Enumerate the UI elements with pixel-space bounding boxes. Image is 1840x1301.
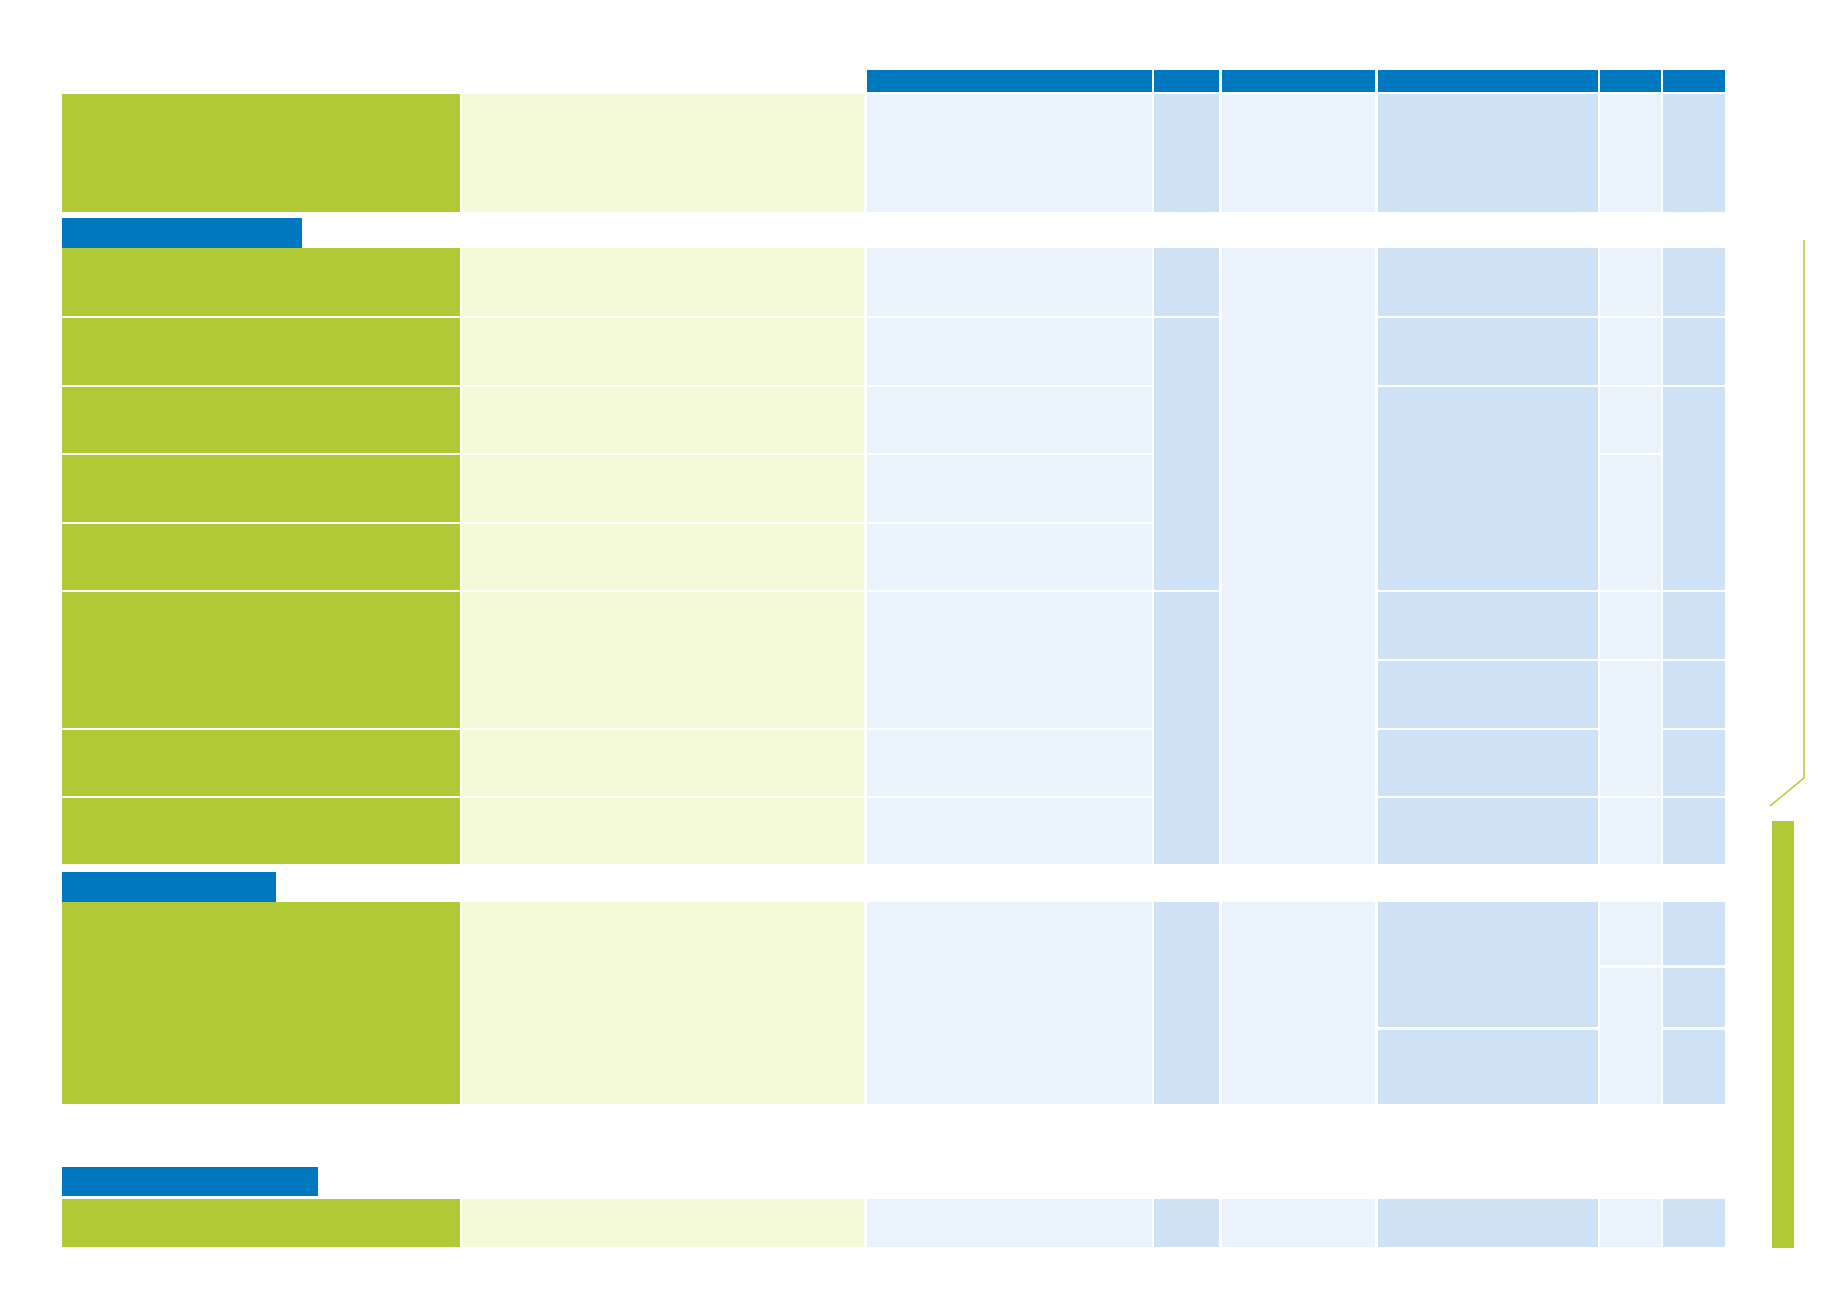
table-cell (1378, 661, 1598, 728)
section-3-cell (1600, 1199, 1661, 1247)
section-2-cell (62, 902, 460, 1104)
table-cell (1663, 730, 1725, 796)
section-3-cell (62, 1199, 460, 1247)
column-header-3 (1222, 70, 1375, 92)
table-cell (1663, 592, 1725, 659)
row-description-cell (462, 318, 864, 385)
row-description-cell (462, 248, 864, 316)
row-description-cell (462, 524, 864, 590)
table-cell (1663, 1030, 1725, 1104)
section-3-cell (1154, 1199, 1219, 1247)
table-cell (1663, 798, 1725, 864)
top-row-cell (62, 94, 460, 212)
top-row-cell (462, 94, 864, 212)
side-green-bar (1772, 821, 1794, 1248)
table-cell (867, 318, 1152, 385)
merged-cell (1222, 248, 1375, 864)
table-cell (1378, 1030, 1598, 1104)
column-header-4 (1378, 70, 1598, 92)
table-cell (1663, 968, 1725, 1027)
column-header-5 (1600, 70, 1661, 92)
row-description-cell (462, 592, 864, 728)
row-description-cell (462, 387, 864, 453)
table-cell (1378, 730, 1598, 796)
merged-cell (1600, 455, 1661, 590)
row-label-cell (62, 524, 460, 590)
row-label-cell (62, 387, 460, 453)
section-3-cell (1378, 1199, 1598, 1247)
table-cell (867, 592, 1152, 728)
row-description-cell (462, 730, 864, 796)
side-decoration-stroke (1769, 240, 1805, 807)
section-2-cell (462, 902, 864, 1104)
section-3-cell (1663, 1199, 1725, 1247)
row-description-cell (462, 455, 864, 522)
table-cell (867, 455, 1152, 522)
section-2-cell (867, 902, 1152, 1104)
column-header-6 (1663, 70, 1725, 92)
section-2-cell (1222, 902, 1375, 1104)
column-header-1 (867, 70, 1152, 92)
merged-cell (1154, 592, 1219, 864)
section-3-cell (462, 1199, 864, 1247)
top-row-cell (1222, 94, 1375, 212)
top-row-cell (867, 94, 1152, 212)
row-label-cell (62, 592, 460, 728)
table-cell (867, 524, 1152, 590)
table-cell (1378, 902, 1598, 1027)
table-cell (1600, 902, 1661, 965)
table-cell (1663, 318, 1725, 385)
table-cell (1378, 592, 1598, 659)
merged-cell (1600, 661, 1661, 796)
table-cell (1600, 798, 1661, 864)
table-cell (1663, 661, 1725, 728)
table-cell (1600, 318, 1661, 385)
row-label-cell (62, 455, 460, 522)
section-header-1 (62, 218, 302, 248)
table-cell (1600, 592, 1661, 659)
table-cell (867, 387, 1152, 453)
table-cell (867, 798, 1152, 864)
table-cell (1663, 902, 1725, 965)
top-row-cell (1663, 94, 1725, 212)
merged-cell (1600, 968, 1661, 1104)
merged-cell (1154, 318, 1219, 590)
table-cell (1600, 387, 1661, 453)
section-3-cell (867, 1199, 1152, 1247)
table-cell (1378, 798, 1598, 864)
table-cell (867, 248, 1152, 316)
table-cell (867, 730, 1152, 796)
table-cell (1663, 248, 1725, 316)
top-row-cell (1378, 94, 1598, 212)
row-description-cell (462, 798, 864, 864)
row-label-cell (62, 318, 460, 385)
section-header-2 (62, 872, 276, 902)
row-label-cell (62, 798, 460, 864)
section-header-3 (62, 1167, 318, 1196)
merged-cell (1663, 387, 1725, 590)
table-cell (1600, 248, 1661, 316)
merged-cell (1378, 387, 1598, 590)
column-header-2 (1154, 70, 1219, 92)
table-cell (1154, 248, 1219, 316)
row-label-cell (62, 248, 460, 316)
side-decoration-line (1769, 240, 1805, 807)
table-cell (1378, 248, 1598, 316)
section-2-cell (1154, 902, 1219, 1104)
top-row-cell (1154, 94, 1219, 212)
table-cell (1378, 318, 1598, 385)
row-label-cell (62, 730, 460, 796)
top-row-cell (1600, 94, 1661, 212)
section-3-cell (1222, 1199, 1375, 1247)
